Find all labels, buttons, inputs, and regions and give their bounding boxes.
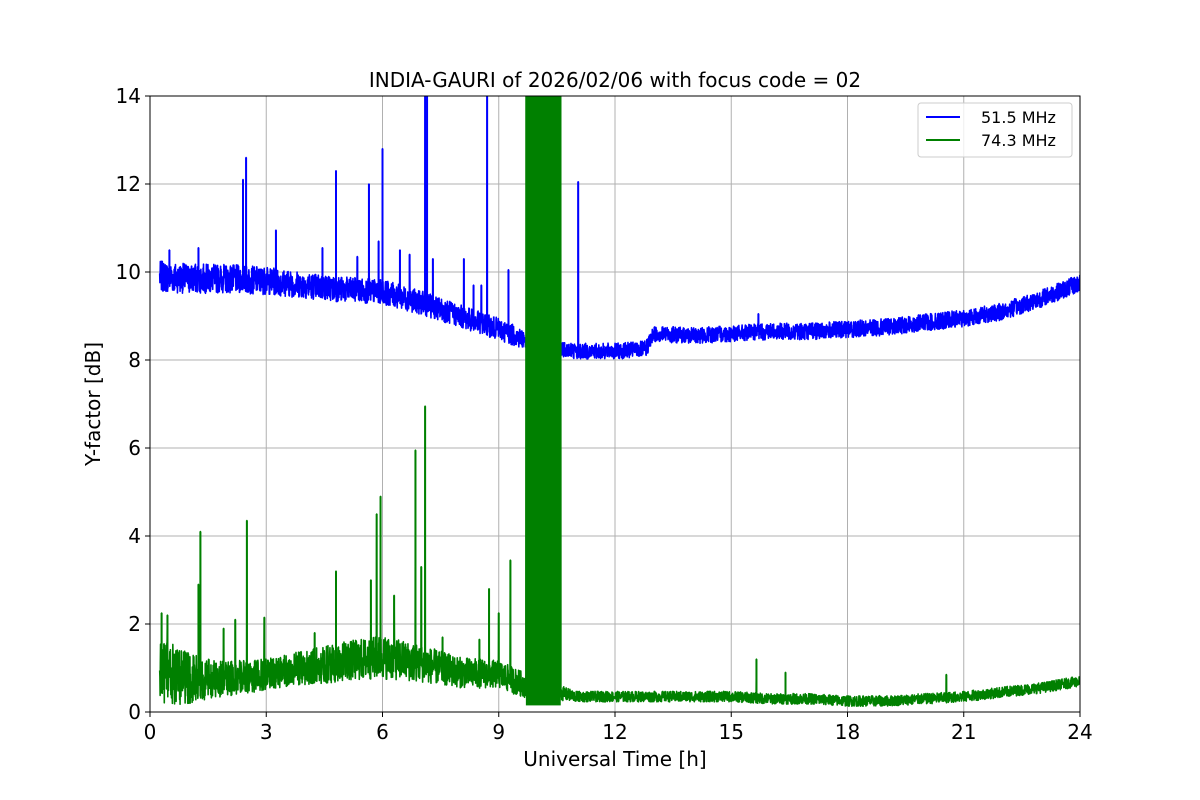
y-axis-ticks: 0 2 4 6 8 10 12 14 <box>116 84 150 724</box>
y-tick-label: 12 <box>116 172 141 196</box>
x-tick-label: 9 <box>492 720 505 744</box>
x-tick-label: 6 <box>376 720 389 744</box>
x-axis-ticks: 0 3 6 9 12 15 18 21 24 <box>144 712 1093 744</box>
y-tick-label: 0 <box>128 700 141 724</box>
y-tick-label: 14 <box>116 84 141 108</box>
y-tick-label: 4 <box>128 524 141 548</box>
x-tick-label: 0 <box>144 720 157 744</box>
series-line-0 <box>158 96 1080 360</box>
legend-label-74-3: 74.3 MHz <box>981 131 1056 150</box>
y-tick-label: 2 <box>128 612 141 636</box>
chart-title: INDIA-GAURI of 2026/02/06 with focus cod… <box>369 68 861 92</box>
saturation-band <box>525 96 561 706</box>
legend: 51.5 MHz 74.3 MHz <box>917 102 1073 158</box>
y-tick-label: 8 <box>128 348 141 372</box>
x-tick-label: 12 <box>602 720 627 744</box>
x-tick-label: 15 <box>719 720 744 744</box>
y-axis-label: Y-factor [dB] <box>81 342 105 467</box>
series-line-1 <box>158 96 1080 708</box>
x-tick-label: 3 <box>260 720 273 744</box>
x-tick-label: 21 <box>951 720 976 744</box>
y-tick-label: 6 <box>128 436 141 460</box>
plot-area <box>158 96 1080 708</box>
x-tick-label: 18 <box>835 720 860 744</box>
y-tick-label: 10 <box>116 260 141 284</box>
x-axis-label: Universal Time [h] <box>523 747 706 771</box>
x-tick-label: 24 <box>1067 720 1092 744</box>
legend-label-51-5: 51.5 MHz <box>981 108 1056 127</box>
series-layer <box>158 96 1080 708</box>
